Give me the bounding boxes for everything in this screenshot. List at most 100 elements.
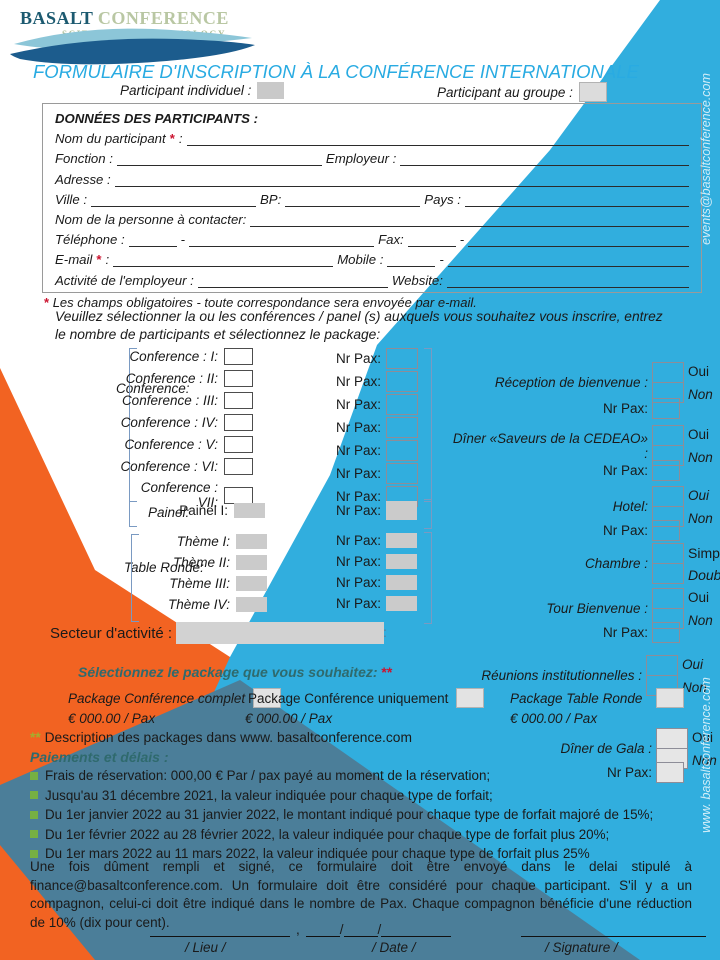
logo-wave-icon <box>10 28 255 65</box>
gala-pax-input[interactable] <box>656 762 684 783</box>
nr-pax-label: Nr Pax: <box>336 351 382 366</box>
non-label: Non <box>688 612 713 628</box>
conference-3-checkbox[interactable] <box>224 392 253 409</box>
theme-3-pax-input[interactable] <box>386 575 418 590</box>
required-star: * <box>96 252 102 268</box>
participant-individual-checkbox[interactable] <box>257 82 285 99</box>
package-uniquement: Package Conférence uniquement <box>248 688 485 708</box>
field-mobile-input[interactable] <box>447 254 689 268</box>
conference-1-checkbox[interactable] <box>224 348 253 365</box>
conference-2-checkbox[interactable] <box>224 370 253 387</box>
reunions-oui-checkbox[interactable] <box>646 655 678 676</box>
required-note: * Les champs obligatoires - toute corres… <box>44 295 477 310</box>
chambre-double-checkbox[interactable] <box>652 563 684 584</box>
nr-pax-label: Nr Pax: <box>336 503 382 518</box>
conference-3-label: Conference : III: <box>121 393 218 408</box>
cedeao-pax-input[interactable] <box>652 460 680 481</box>
reception-oui-checkbox[interactable] <box>652 362 684 383</box>
field-employeur-input[interactable] <box>400 153 689 167</box>
conference-6-checkbox[interactable] <box>224 458 253 475</box>
packages-note: ** Description des packages dans www. ba… <box>30 730 412 745</box>
theme-4-pax-input[interactable] <box>386 596 418 611</box>
conference-5-pax-input[interactable] <box>386 440 419 461</box>
field-contact-input[interactable] <box>250 214 689 227</box>
nr-pax-label: Nr Pax: <box>606 765 652 780</box>
closing-paragraph: Une fois dûment rempli et signé, ce form… <box>30 859 692 930</box>
reception-non-checkbox[interactable] <box>652 382 684 403</box>
packages-note-text: Description des packages dans www. basal… <box>44 730 412 745</box>
chambre-simple-checkbox[interactable] <box>652 543 684 564</box>
package-uniquement-price: € 000.00 / Pax <box>245 711 333 726</box>
package-uniquement-checkbox[interactable] <box>456 688 485 708</box>
conference-group-label: Conference: <box>116 381 190 396</box>
tour-label: Tour Bienvenue : <box>546 601 648 616</box>
field-email-input[interactable] <box>113 254 334 268</box>
field-telephone-input[interactable] <box>189 234 375 248</box>
package-complet-checkbox[interactable] <box>253 688 282 708</box>
lieu-line[interactable] <box>150 922 290 937</box>
field-pays-input[interactable] <box>464 194 689 207</box>
participant-group-checkbox[interactable] <box>578 82 607 102</box>
painel-1-checkbox[interactable] <box>234 503 265 518</box>
theme-4-checkbox[interactable] <box>236 597 267 612</box>
gala-option: Dîner de Gala : Oui Non <box>414 728 717 769</box>
signature-line[interactable] <box>521 922 707 937</box>
side-web-vertical: www. basaltconference.com <box>699 677 713 833</box>
theme-1-pax-input[interactable] <box>386 533 418 548</box>
tour-non-checkbox[interactable] <box>652 608 684 629</box>
square-bullet-icon <box>30 849 38 858</box>
field-nom-label: Nom du participant <box>55 131 166 147</box>
hotel-non-checkbox[interactable] <box>652 506 684 527</box>
conference-pax-row: Nr Pax: <box>336 348 419 369</box>
field-mobile-prefix-input[interactable] <box>387 254 436 268</box>
theme-4-label: Thème IV: <box>167 597 230 612</box>
field-ville-input[interactable] <box>91 194 257 207</box>
payment-item: Du 1er février 2022 au 28 février 2022, … <box>30 827 670 842</box>
field-bp-input[interactable] <box>285 194 421 207</box>
package-table-ronde-checkbox[interactable] <box>656 688 685 708</box>
date-month-line[interactable] <box>343 922 378 937</box>
theme-2-checkbox[interactable] <box>236 555 267 570</box>
field-adresse-input[interactable] <box>114 174 689 187</box>
hotel-pax-input[interactable] <box>652 520 680 541</box>
tour-pax-input[interactable] <box>652 622 680 643</box>
date-caption: / Date / <box>372 940 416 955</box>
theme-2-pax-input[interactable] <box>386 554 418 569</box>
painel-pax-input[interactable] <box>386 501 418 520</box>
conference-4-checkbox[interactable] <box>224 414 253 431</box>
field-fax-input[interactable] <box>468 234 689 248</box>
conference-4-pax-input[interactable] <box>386 417 419 438</box>
gala-oui-checkbox[interactable] <box>656 728 688 749</box>
date-year-line[interactable] <box>381 922 452 937</box>
conference-3-pax-input[interactable] <box>386 394 419 415</box>
cedeao-oui-checkbox[interactable] <box>652 425 684 446</box>
field-telephone-prefix-input[interactable] <box>128 234 177 248</box>
hotel-oui-checkbox[interactable] <box>652 486 684 507</box>
theme-1-checkbox[interactable] <box>236 534 267 549</box>
conference-1-label: Conference : I: <box>129 349 218 364</box>
secteur-input[interactable] <box>176 622 385 644</box>
nr-pax-label: Nr Pax: <box>336 554 382 569</box>
field-fonction-input[interactable] <box>116 153 322 167</box>
field-adresse-label: Adresse : <box>55 171 111 187</box>
field-fax-prefix-input[interactable] <box>407 234 456 248</box>
field-nom-input[interactable] <box>186 133 689 147</box>
conference-row: Conference : VI: <box>118 458 253 475</box>
conference-1-pax-input[interactable] <box>386 348 419 369</box>
reception-pax-input[interactable] <box>652 398 680 419</box>
cedeao-non-checkbox[interactable] <box>652 445 684 466</box>
hotel-option: Hotel: Oui Non <box>410 486 713 527</box>
theme-3-checkbox[interactable] <box>236 576 267 591</box>
field-website-input[interactable] <box>446 275 689 288</box>
tour-oui-checkbox[interactable] <box>652 588 684 609</box>
field-activite-input[interactable] <box>197 275 388 288</box>
conference-5-checkbox[interactable] <box>224 436 253 453</box>
field-website-label: Website: <box>391 272 443 288</box>
dash: - <box>459 232 465 248</box>
conference-7-checkbox[interactable] <box>224 486 253 504</box>
conference-6-pax-input[interactable] <box>386 463 419 484</box>
field-fax-label: Fax: <box>378 232 404 248</box>
theme-3-label: Thème III: <box>169 576 230 591</box>
date-day-line[interactable] <box>305 922 340 937</box>
conference-2-pax-input[interactable] <box>386 371 419 392</box>
